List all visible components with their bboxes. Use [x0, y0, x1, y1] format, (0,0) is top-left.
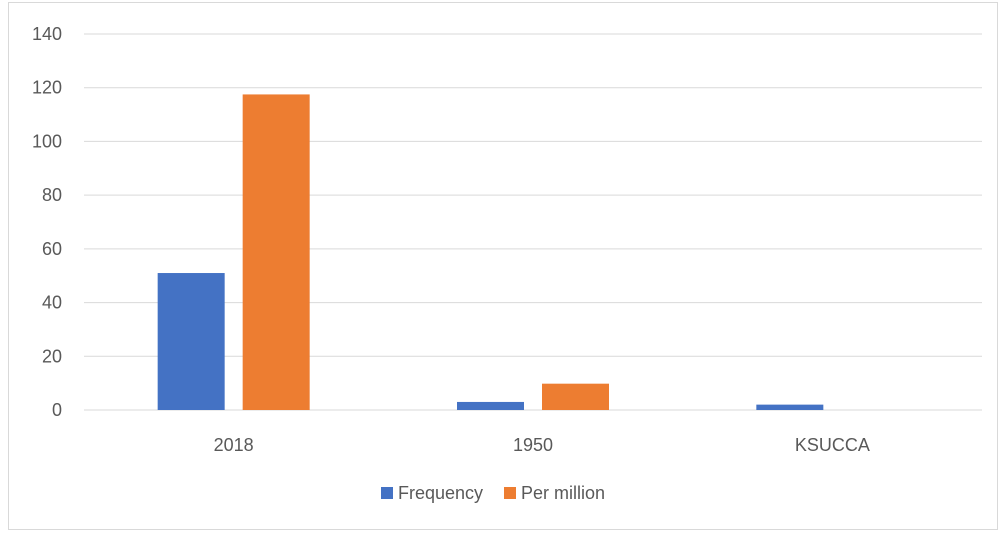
legend-label: Per million [521, 483, 605, 503]
bar-frequency [756, 404, 824, 410]
chart-frame [8, 2, 998, 530]
bar-per-million [542, 383, 609, 410]
y-tick-label: 60 [42, 239, 62, 259]
x-axis-ticks: 2018 1950 KSUCCA [214, 435, 870, 455]
x-tick-label: 2018 [214, 435, 254, 455]
bars [157, 94, 824, 410]
y-tick-label: 100 [32, 131, 62, 151]
y-tick-label: 80 [42, 185, 62, 205]
bar-frequency [457, 401, 524, 410]
gridlines [84, 33, 982, 411]
y-axis-ticks: 0 20 40 60 80 100 120 140 [32, 24, 62, 420]
legend: Frequency Per million [381, 483, 605, 503]
y-tick-label: 40 [42, 293, 62, 313]
legend-label: Frequency [398, 483, 483, 503]
bar-frequency [157, 273, 225, 410]
x-tick-label: KSUCCA [795, 435, 870, 455]
bar-per-million [242, 94, 310, 410]
y-tick-label: 0 [52, 400, 62, 420]
legend-swatch [504, 487, 516, 499]
y-tick-label: 20 [42, 346, 62, 366]
y-tick-label: 140 [32, 24, 62, 44]
x-tick-label: 1950 [513, 435, 553, 455]
legend-swatch [381, 487, 393, 499]
y-tick-label: 120 [32, 78, 62, 98]
